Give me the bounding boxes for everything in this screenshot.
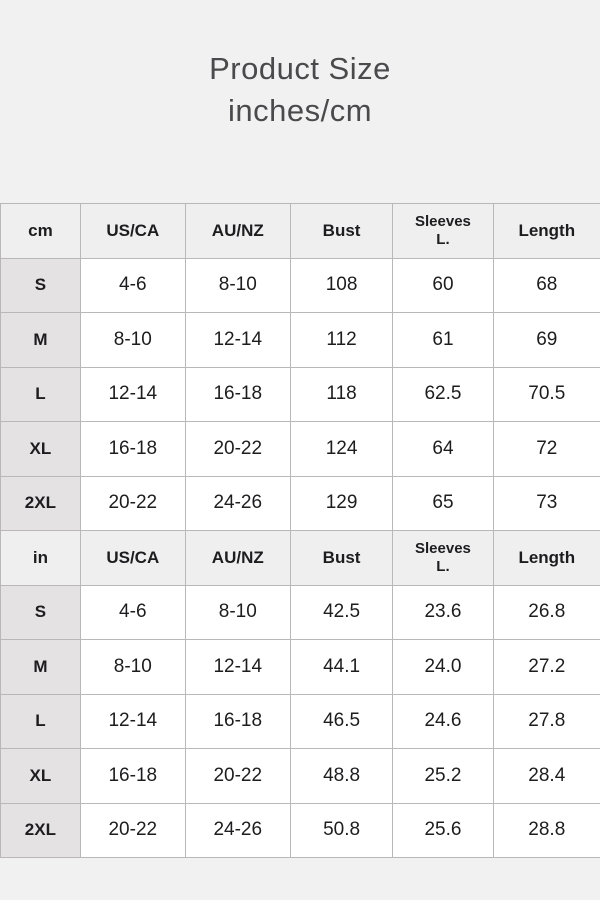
value-cell: 27.2 [492,639,600,695]
value-cell: 20-22 [184,421,291,477]
table-row: 2XL 20-22 24-26 50.8 25.6 28.8 [0,802,600,858]
size-label-cell: 2XL [0,475,81,531]
value-cell: 4-6 [79,257,186,313]
column-header: Bust [289,530,394,586]
size-label-cell: L [0,693,81,749]
value-cell: 46.5 [289,693,394,749]
value-cell: 12-14 [79,693,186,749]
value-cell: 8-10 [184,257,291,313]
column-header: cm [0,203,81,259]
value-cell: 73 [492,475,600,531]
size-label-cell: XL [0,421,81,477]
value-cell: 27.8 [492,693,600,749]
table-row: 2XL 20-22 24-26 129 65 73 [0,475,600,531]
column-header: in [0,530,81,586]
size-label-cell: S [0,257,81,313]
value-cell: 129 [289,475,394,531]
header-row-cm: cm US/CA AU/NZ Bust Sleeves L. Length [0,203,600,259]
value-cell: 23.6 [392,584,494,640]
table-row: S 4-6 8-10 108 60 68 [0,257,600,313]
value-cell: 25.2 [392,748,494,804]
column-header: US/CA [79,203,186,259]
column-header: US/CA [79,530,186,586]
column-header: AU/NZ [184,530,291,586]
column-header: Length [492,203,600,259]
table-row: M 8-10 12-14 44.1 24.0 27.2 [0,639,600,695]
table-row: S 4-6 8-10 42.5 23.6 26.8 [0,584,600,640]
value-cell: 24-26 [184,802,291,858]
table-row: L 12-14 16-18 118 62.5 70.5 [0,366,600,422]
value-cell: 12-14 [79,366,186,422]
column-header: Length [492,530,600,586]
value-cell: 25.6 [392,802,494,858]
value-cell: 16-18 [79,421,186,477]
value-cell: 8-10 [184,584,291,640]
value-cell: 124 [289,421,394,477]
size-table: cm US/CA AU/NZ Bust Sleeves L. Length S 4-6 8-10… [0,203,600,858]
column-header: Sleeves L. [392,203,494,259]
value-cell: 26.8 [492,584,600,640]
page-title-line1: Product Size [209,51,391,86]
size-label-cell: S [0,584,81,640]
value-cell: 24-26 [184,475,291,531]
value-cell: 118 [289,366,394,422]
value-cell: 28.4 [492,748,600,804]
column-header: Sleeves L. [392,530,494,586]
value-cell: 108 [289,257,394,313]
table-row: M 8-10 12-14 112 61 69 [0,312,600,368]
value-cell: 16-18 [79,748,186,804]
value-cell: 112 [289,312,394,368]
value-cell: 62.5 [392,366,494,422]
value-cell: 24.6 [392,693,494,749]
value-cell: 16-18 [184,693,291,749]
value-cell: 70.5 [492,366,600,422]
value-cell: 61 [392,312,494,368]
value-cell: 24.0 [392,639,494,695]
value-cell: 8-10 [79,639,186,695]
value-cell: 12-14 [184,639,291,695]
value-cell: 16-18 [184,366,291,422]
value-cell: 12-14 [184,312,291,368]
page-title: Product Size inches/cm [0,0,600,132]
column-header: Bust [289,203,394,259]
table-row: L 12-14 16-18 46.5 24.6 27.8 [0,693,600,749]
value-cell: 48.8 [289,748,394,804]
value-cell: 20-22 [79,475,186,531]
table-row: XL 16-18 20-22 124 64 72 [0,421,600,477]
value-cell: 42.5 [289,584,394,640]
column-header: AU/NZ [184,203,291,259]
value-cell: 64 [392,421,494,477]
value-cell: 28.8 [492,802,600,858]
value-cell: 69 [492,312,600,368]
size-label-cell: L [0,366,81,422]
size-label-cell: M [0,312,81,368]
page-title-line2: inches/cm [227,93,373,128]
value-cell: 20-22 [79,802,186,858]
value-cell: 8-10 [79,312,186,368]
value-cell: 20-22 [184,748,291,804]
table-row: XL 16-18 20-22 48.8 25.2 28.4 [0,748,600,804]
value-cell: 68 [492,257,600,313]
value-cell: 60 [392,257,494,313]
value-cell: 65 [392,475,494,531]
value-cell: 50.8 [289,802,394,858]
value-cell: 72 [492,421,600,477]
value-cell: 4-6 [79,584,186,640]
value-cell: 44.1 [289,639,394,695]
size-label-cell: XL [0,748,81,804]
header-row-in: in US/CA AU/NZ Bust Sleeves L. Length [0,530,600,586]
size-table-body: cm US/CA AU/NZ Bust Sleeves L. Length S 4-6 8-10… [0,203,600,858]
size-label-cell: M [0,639,81,695]
size-label-cell: 2XL [0,802,81,858]
